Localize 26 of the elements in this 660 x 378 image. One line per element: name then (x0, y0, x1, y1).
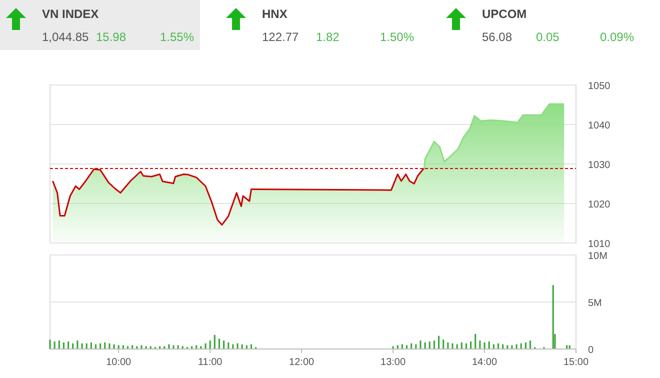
text: 1,044.85 (42, 30, 90, 44)
x-tick-label: 15:00 (563, 357, 589, 368)
text: HNX (262, 7, 288, 21)
y-tick-label: 1030 (588, 160, 611, 171)
y-tick-label: 1050 (588, 81, 611, 92)
text: 1.50% (380, 30, 414, 44)
text: 1.82 (316, 30, 340, 44)
text: VN INDEX (42, 7, 99, 21)
text: 0.05 (536, 30, 560, 44)
x-tick-label: 10:00 (106, 357, 132, 368)
text: 15.98 (96, 30, 126, 44)
y-tick-label: 1010 (588, 239, 611, 250)
x-tick-label: 13:00 (380, 357, 406, 368)
y-tick-label: 1020 (588, 200, 611, 210)
text: 0.09% (600, 30, 634, 44)
x-tick-label: 11:00 (198, 357, 223, 368)
x-tick-label: 14:00 (472, 357, 498, 368)
y-tick-label: 0 (588, 345, 594, 356)
x-tick-label: 12:00 (289, 357, 315, 368)
text: 56.08 (482, 30, 512, 44)
y-tick-label: 5M (588, 298, 602, 309)
y-tick-label: 10M (588, 251, 608, 262)
text: 1.55% (160, 30, 194, 44)
y-tick-label: 1040 (588, 120, 611, 132)
text: UPCOM (482, 7, 527, 21)
text: 122.77 (262, 30, 300, 44)
